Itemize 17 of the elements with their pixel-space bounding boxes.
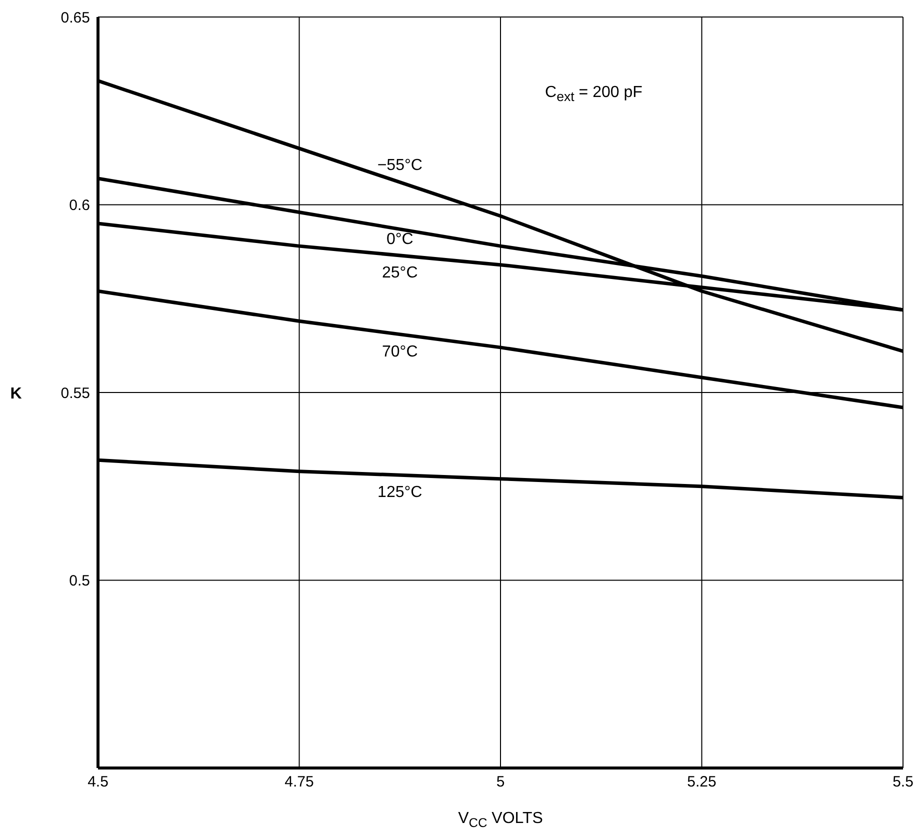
y-tick-label: 0.5 [69,572,90,590]
x-axis-title: V$_{CC}$ VOLTS [458,810,543,830]
y-axis-title: K [10,386,22,402]
x-tick-label: 5.25 [687,774,716,791]
series-label: −55°C [377,157,422,174]
x-tick-label: 5 [496,774,505,791]
y-tick-label: 0.65 [60,9,90,26]
x-tick-label: 4.75 [284,774,314,791]
annotation: C$_{ext}$ = 200 pF [545,84,642,104]
series-label: 125°C [378,484,422,502]
series-label: 0°C [386,231,414,248]
x-tick-label: 5.5 [892,774,914,791]
x-tick-label: 4.5 [88,774,108,791]
y-tick-label: 0.6 [69,197,90,214]
series-label: 70°C [382,343,418,360]
series-label: 25°C [382,264,418,282]
y-tick-label: 0.55 [60,384,90,402]
